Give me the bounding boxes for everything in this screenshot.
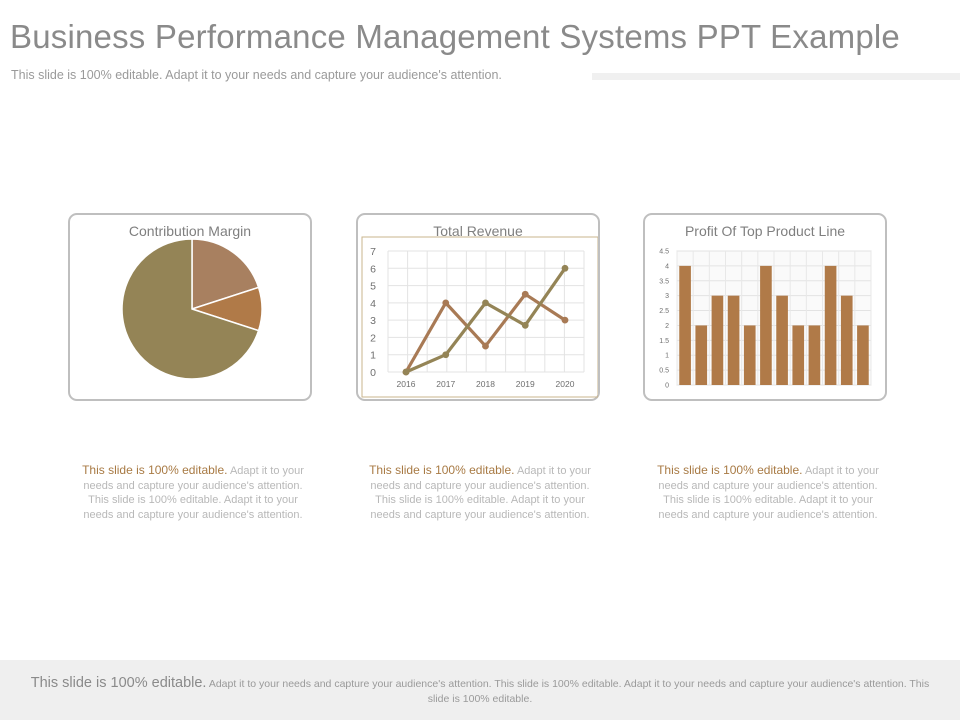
footer-band: This slide is 100% editable. Adapt it to…: [0, 660, 960, 720]
y-tick-label: 0: [665, 383, 669, 390]
y-tick-label: 3: [665, 293, 669, 300]
series-1-point: [482, 342, 489, 350]
y-tick-label: 2.5: [659, 308, 669, 315]
series-1-point: [521, 290, 529, 298]
y-tick-label: 3: [370, 315, 376, 327]
series-1-point: [561, 316, 569, 324]
x-tick-label: 2019: [516, 379, 535, 389]
footer-text: This slide is 100% editable. Adapt it to…: [30, 676, 930, 707]
caption-profit-top-product: This slide is 100% editable. Adapt it to…: [652, 463, 884, 522]
y-tick-label: 1: [370, 350, 376, 362]
y-tick-label: 4.5: [659, 249, 669, 256]
subtitle-divider: [592, 73, 960, 80]
total-revenue-title: Total Revenue: [433, 223, 523, 239]
y-tick-label: 4: [665, 263, 669, 270]
footer-lead: This slide is 100% editable.: [30, 675, 207, 691]
y-tick-label: 2: [370, 332, 376, 344]
bar-8: [792, 325, 805, 385]
y-tick-label: 4: [370, 298, 376, 310]
series-2-point: [442, 351, 450, 359]
bar-2: [695, 325, 708, 385]
caption-lead: This slide is 100% editable.: [369, 463, 515, 477]
bar-12: [857, 325, 869, 385]
contribution-margin-title: Contribution Margin: [128, 223, 252, 239]
caption-body: Adapt it to your needs and capture your …: [370, 465, 591, 521]
caption-lead: This slide is 100% editable.: [657, 463, 803, 477]
profit-top-product-card: Profit Of Top Product Line 0 0.5 1 1.5 2 2.5 3…: [643, 213, 887, 401]
contribution-margin-card: Contribution Margin: [68, 213, 312, 401]
footer-body: Adapt it to your needs and capture your …: [208, 678, 930, 705]
y-tick-label: 0.5: [659, 368, 669, 375]
y-tick-label: 5: [370, 281, 376, 293]
bar-11: [840, 295, 853, 385]
series-2-point: [402, 368, 410, 376]
pie-slice-1: [191, 238, 260, 311]
pie-slice-3: [121, 238, 260, 380]
y-tick-label: 0: [370, 367, 376, 379]
total-revenue-line-chart: 0 1 2 3 4 5 6 7 2016 2017 2018 2019 2020: [361, 236, 598, 398]
bar-1: [679, 265, 691, 385]
y-tick-label: 3.5: [659, 278, 669, 285]
caption-body: Adapt it to your needs and capture your …: [83, 465, 304, 521]
slide-subtitle: This slide is 100% editable. Adapt it to…: [11, 68, 502, 82]
y-tick-label: 7: [370, 246, 376, 258]
bar-3: [711, 295, 724, 385]
caption-total-revenue: This slide is 100% editable. Adapt it to…: [364, 463, 596, 522]
slide-title: Business Performance Management Systems …: [10, 18, 900, 55]
x-tick-label: 2018: [476, 379, 495, 389]
caption-body: Adapt it to your needs and capture your …: [658, 465, 879, 521]
y-tick-label: 6: [370, 263, 376, 275]
bar-4: [727, 295, 740, 385]
profit-top-product-bar-chart: 0 0.5 1 1.5 2 2.5 3 3.5 4 4.5: [659, 249, 872, 390]
x-tick-label: 2016: [397, 379, 416, 389]
total-revenue-card: Total Revenue 0 1 2 3 4 5 6 7 2016 2017 2018 2019 20…: [356, 213, 600, 401]
bar-10: [824, 265, 837, 385]
bar-9: [808, 325, 821, 385]
plot-frame: [361, 236, 598, 398]
x-tick-label: 2017: [436, 379, 455, 389]
series-1-point: [442, 299, 450, 307]
profit-top-product-title: Profit Of Top Product Line: [684, 223, 846, 239]
y-tick-label: 1: [665, 353, 669, 360]
series-2-point: [561, 264, 569, 272]
series-2-point: [521, 321, 529, 329]
bar-6: [760, 265, 772, 385]
bar-5: [743, 325, 756, 385]
y-tick-label: 1.5: [659, 338, 669, 345]
x-tick-label: 2020: [556, 379, 575, 389]
contribution-margin-pie-chart: [121, 238, 263, 380]
y-tick-label: 2: [665, 323, 669, 330]
series-2-point: [482, 299, 489, 307]
bar-7: [776, 295, 788, 385]
caption-lead: This slide is 100% editable.: [82, 463, 228, 477]
caption-contribution-margin: This slide is 100% editable. Adapt it to…: [77, 463, 309, 522]
